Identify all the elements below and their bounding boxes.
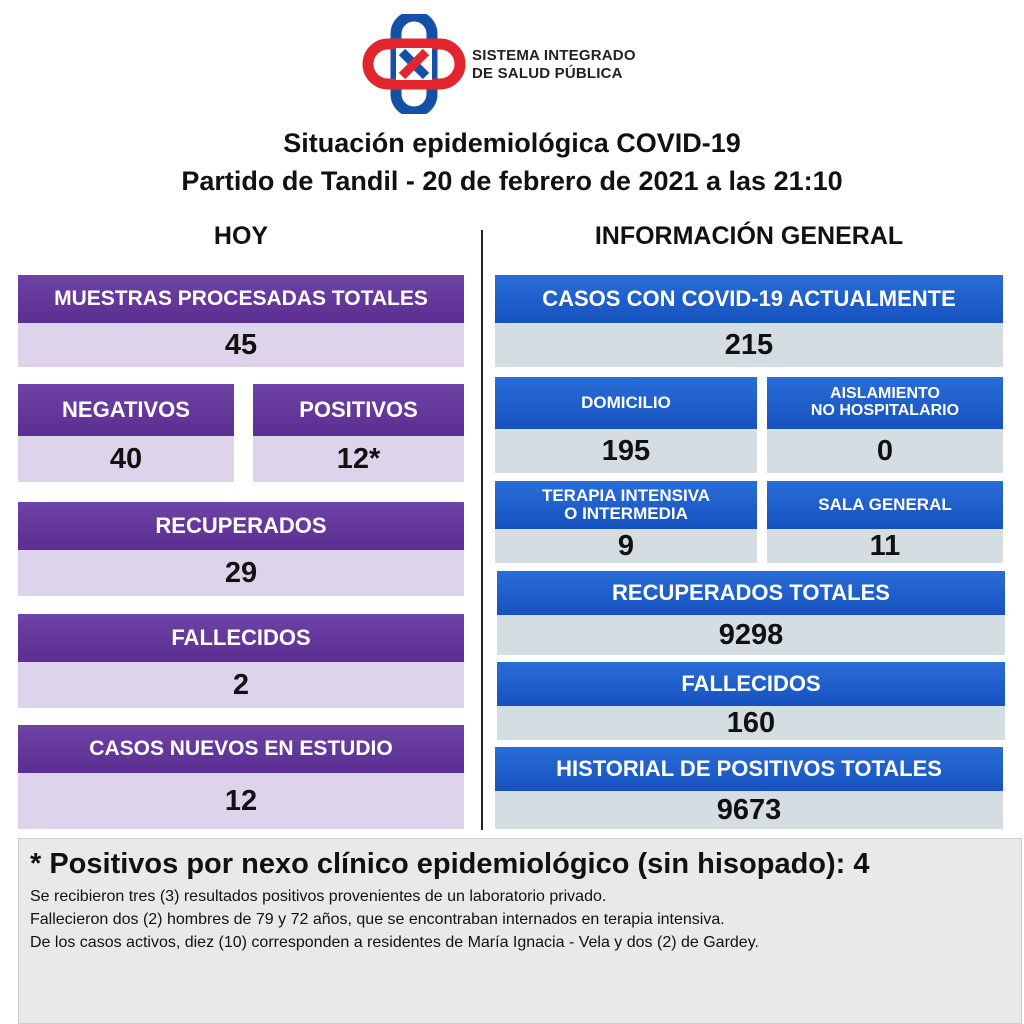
negativos-label: NEGATIVOS (18, 384, 234, 436)
hoy-heading: HOY (213, 222, 269, 250)
title-line2: Partido de Tandil - 20 de febrero de 202… (181, 166, 843, 196)
recuperados-label: RECUPERADOS (18, 502, 464, 550)
terapia-label-line2: O INTERMEDIA (564, 504, 688, 523)
notes-heading: * Positivos por nexo clínico epidemiológ… (30, 848, 870, 880)
recuperados-totales-label: RECUPERADOS TOTALES (497, 571, 1005, 615)
logo-text: SISTEMA INTEGRADO DE SALUD PÚBLICA (472, 47, 636, 83)
note-line: Se recibieron tres (3) resultados positi… (30, 888, 607, 905)
terapia-label-line1: TERAPIA INTENSIVA (541, 486, 711, 506)
note-line: Fallecieron dos (2) hombres de 79 y 72 a… (30, 911, 725, 928)
casos-nuevos-value: 12 (18, 773, 464, 829)
sala-value: 11 (767, 529, 1003, 563)
sala-label: SALA GENERAL (767, 481, 1003, 529)
notes-panel (18, 838, 1022, 1024)
logo-line2: DE SALUD PÚBLICA (472, 65, 623, 82)
logo-line1: SISTEMA INTEGRADO (472, 47, 636, 64)
aislamiento-value: 0 (767, 429, 1003, 473)
sisp-logo-icon (362, 14, 466, 114)
recuperados-value: 29 (18, 550, 464, 596)
historial-value: 9673 (495, 791, 1003, 829)
fallecidos-totales-value: 160 (497, 706, 1005, 740)
historial-label: HISTORIAL DE POSITIVOS TOTALES (495, 747, 1003, 791)
aislamiento-label-line1: AISLAMIENTO (830, 385, 940, 403)
aislamiento-label-line2: NO HOSPITALARIO (810, 402, 960, 419)
muestras-label: MUESTRAS PROCESADAS TOTALES (18, 275, 464, 323)
domicilio-value: 195 (495, 429, 757, 473)
column-divider (481, 230, 483, 830)
muestras-value: 45 (18, 323, 464, 367)
terapia-label: TERAPIA INTENSIVA O INTERMEDIA (495, 481, 757, 529)
positivos-label: POSITIVOS (253, 384, 464, 436)
fallecidos-hoy-value: 2 (18, 662, 464, 708)
aislamiento-label: AISLAMIENTO NO HOSPITALARIO (767, 377, 1003, 429)
fallecidos-hoy-label: FALLECIDOS (18, 614, 464, 662)
casos-actuales-value: 215 (495, 323, 1003, 367)
casos-nuevos-label: CASOS NUEVOS EN ESTUDIO (18, 725, 464, 773)
positivos-value: 12* (253, 436, 464, 482)
recuperados-totales-value: 9298 (497, 615, 1005, 655)
note-line: De los casos activos, diez (10) correspo… (30, 934, 759, 951)
terapia-value: 9 (495, 529, 757, 563)
casos-actuales-label: CASOS CON COVID-19 ACTUALMENTE (495, 275, 1003, 323)
general-heading: INFORMACIÓN GENERAL (594, 222, 904, 250)
domicilio-label: DOMICILIO (495, 377, 757, 429)
negativos-value: 40 (18, 436, 234, 482)
title-line1: Situación epidemiológica COVID-19 (283, 128, 741, 158)
fallecidos-totales-label: FALLECIDOS (497, 662, 1005, 706)
